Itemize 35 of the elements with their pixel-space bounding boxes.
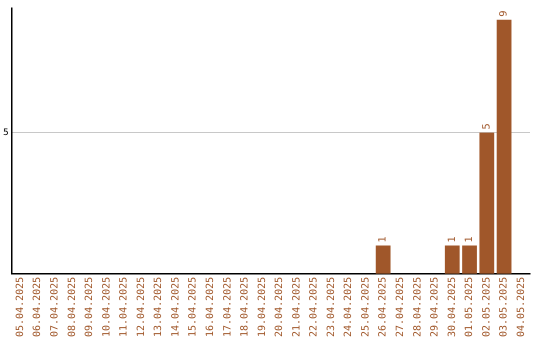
- x-tick-label: 05.04.2025: [14, 276, 26, 338]
- x-tick-label: 02.05.2025: [481, 276, 492, 338]
- x-tick-label: 23.04.2025: [326, 276, 337, 338]
- x-tick-label: 29.04.2025: [430, 276, 441, 338]
- x-tick-label: 16.04.2025: [204, 276, 216, 338]
- x-tick-label: 20.04.2025: [274, 276, 286, 338]
- x-tick-label: 28.04.2025: [412, 276, 424, 338]
- x-tick-label: 14.04.2025: [170, 276, 182, 338]
- data-label: 1: [378, 236, 389, 243]
- x-tick-label: 04.05.2025: [516, 276, 527, 338]
- x-tick-label: 07.04.2025: [50, 276, 61, 338]
- x-tick-label: 09.04.2025: [84, 276, 96, 338]
- x-tick-label: 22.04.2025: [308, 276, 320, 338]
- data-label: 1: [464, 236, 476, 243]
- x-tick-label: 08.04.2025: [66, 276, 78, 338]
- x-tick-label: 15.04.2025: [188, 276, 199, 338]
- data-label: 9: [498, 10, 510, 17]
- x-tick-label: 01.05.2025: [464, 276, 476, 338]
- x-tick-label: 11.04.2025: [118, 276, 130, 338]
- x-tick-label: 18.04.2025: [240, 276, 251, 338]
- x-tick-label: 27.04.2025: [395, 276, 406, 338]
- x-tick-label: 17.04.2025: [222, 276, 234, 338]
- data-label: 1: [446, 236, 458, 243]
- x-tick-label: 06.04.2025: [32, 276, 44, 338]
- x-tick-label: 10.04.2025: [101, 276, 112, 338]
- x-tick-label: 12.04.2025: [136, 276, 147, 338]
- x-tick-label: 21.04.2025: [291, 276, 302, 338]
- x-tick-label: 26.04.2025: [378, 276, 389, 338]
- x-tick-label: 13.04.2025: [153, 276, 164, 338]
- data-label: 5: [481, 123, 492, 130]
- x-tick-label: 30.04.2025: [446, 276, 458, 338]
- x-tick-label: 03.05.2025: [498, 276, 510, 338]
- x-tick-label: 24.04.2025: [343, 276, 354, 338]
- x-tick-label: 19.04.2025: [256, 276, 268, 338]
- x-tick-label: 25.04.2025: [360, 276, 372, 338]
